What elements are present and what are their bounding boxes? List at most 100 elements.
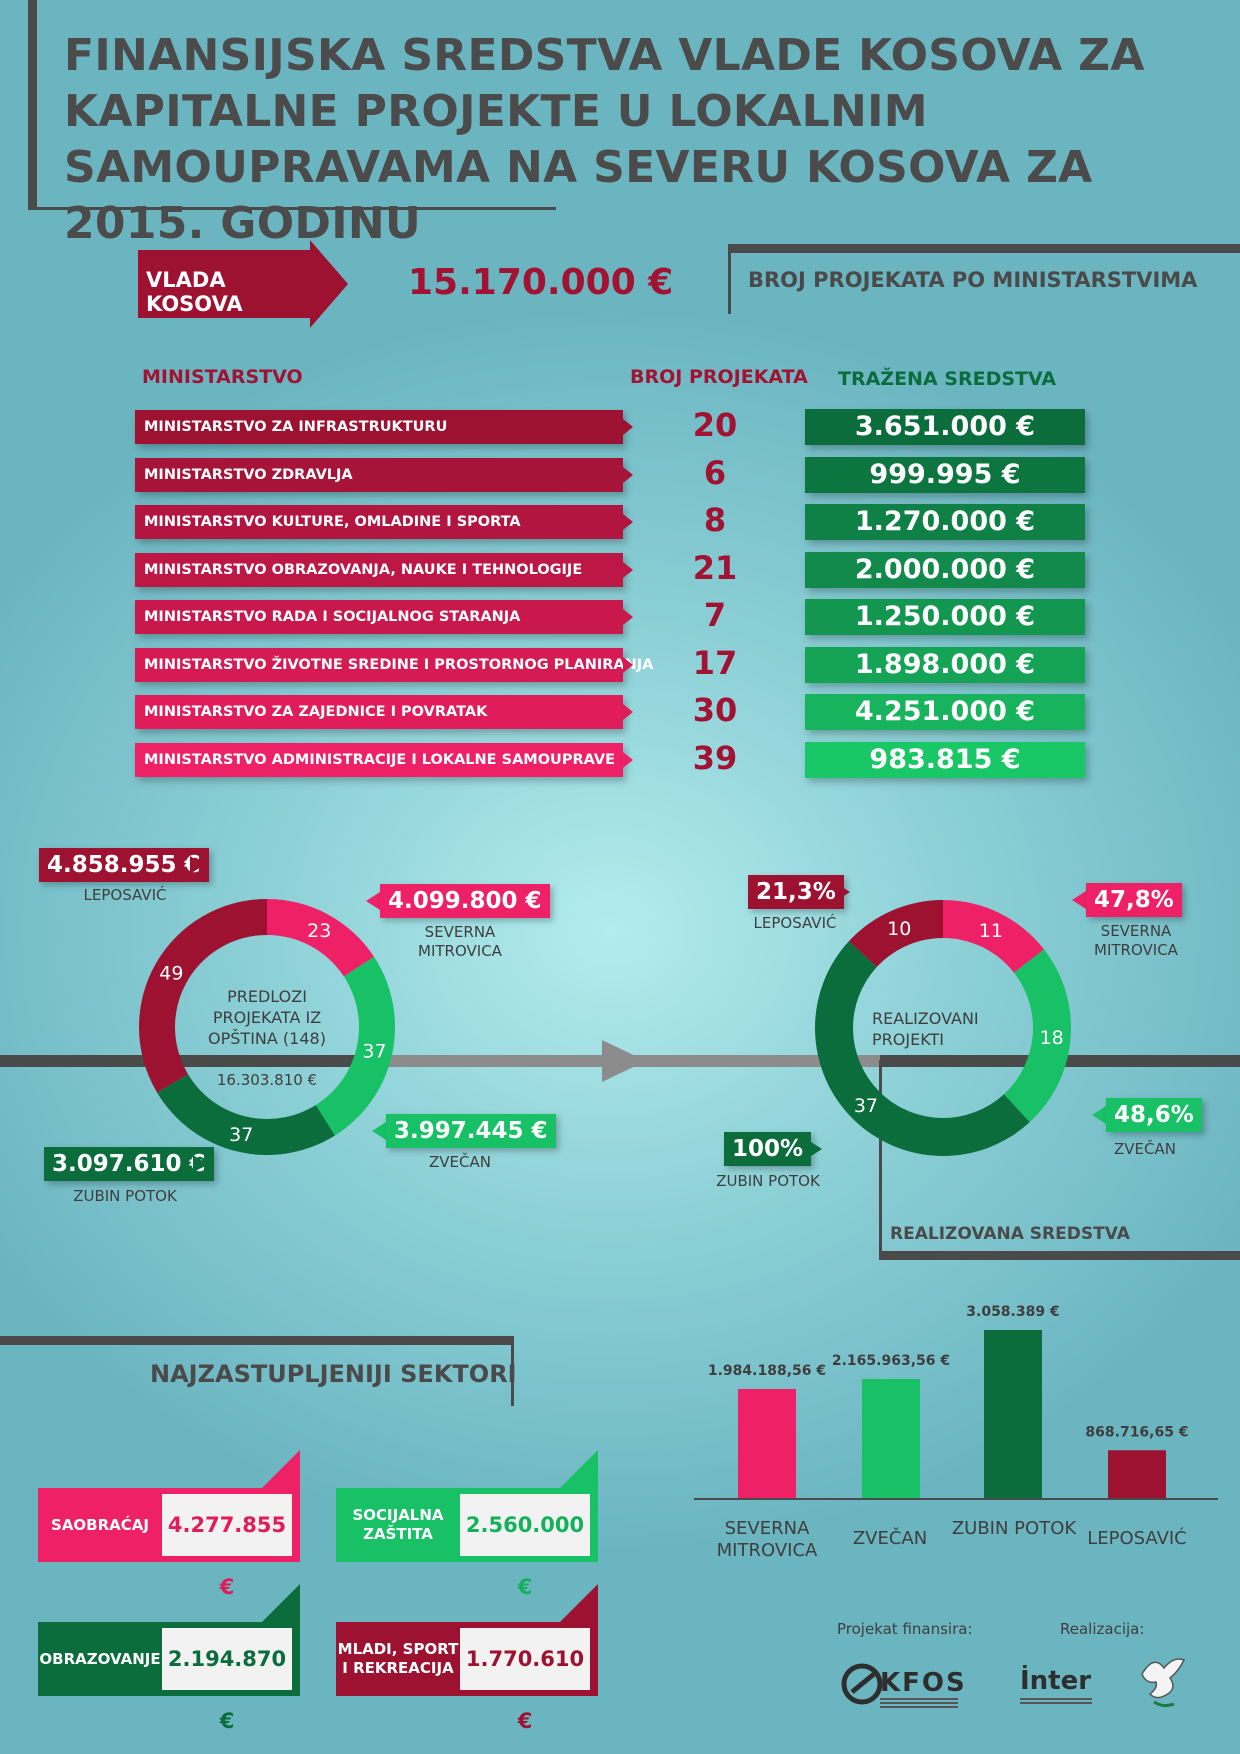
sector-amount: 2.560.000 € [460,1494,590,1599]
funds-category-label: ZVEČAN [852,1528,928,1549]
sector-card: SAOBRAĆAJ 4.277.855 € [38,1488,300,1599]
ministry-amount: 1.250.000 € [805,599,1085,635]
sector-card: MLADI, SPORT I REKREACIJA 1.770.610 € [336,1622,598,1733]
inter-logo-text: İnter [1020,1666,1092,1696]
inter-logo-underline [1020,1698,1092,1706]
zubin-pct-tag: 100% [724,1132,812,1166]
zubin-amount-tag: 3.097.610 € [44,1147,214,1181]
ministry-tip-icon [623,514,633,530]
ministry-count: 20 [692,406,738,444]
zvecan-pct-tag: 48,6% [1106,1098,1202,1132]
col-count-header: BROJ PROJEKATA [630,366,808,388]
title-frame-left [28,0,37,210]
tag-tip-icon [193,1155,207,1173]
zvecan-amount-tag: 3.997.445 € [386,1114,556,1148]
ministry-count: 39 [692,739,738,777]
col-ministry-header: MINISTARSTVO [142,366,303,388]
ministry-count: 8 [703,501,727,539]
kfos-logo-text: KFOS [880,1668,967,1698]
ministry-row: MINISTARSTVO OBRAZOVANJA, NAUKE I TEHNOL… [135,553,635,587]
funds-category-label: LEPOSAVIĆ [1087,1528,1187,1549]
page-title: FINANSIJSKA SREDSTVA VLADE KOSOVA ZA KAP… [64,30,1145,249]
flow-arrow-icon [602,1040,646,1082]
sector-name: MLADI, SPORT I REKREACIJA [337,1640,459,1677]
tag-tip-icon [1072,891,1086,909]
sector-name: SAOBRAĆAJ [51,1515,149,1534]
ministry-amount: 1.898.000 € [805,647,1085,683]
ministry-amount: 999.995 € [805,457,1085,493]
funds-bar-label: 1.984.188,56 € [708,1363,826,1379]
ministry-row: MINISTARSTVO RADA I SOCIJALNOG STARANJA [135,600,635,634]
kfos-logo-underline [880,1698,958,1708]
ministry-tip-icon [623,657,633,673]
card-fold-icon [558,1450,598,1490]
ministry-name: MINISTARSTVO ZA INFRASTRUKTURU [135,410,623,444]
funds-bar [862,1379,920,1498]
zubin-pct-label: ZUBIN POTOK [716,1172,820,1190]
ministries-frame-left [728,244,731,314]
sector-amount: 1.770.610 € [460,1628,590,1733]
donut-value-label: 10 [887,918,911,940]
funds-bar [984,1330,1042,1498]
ministry-amount: 4.251.000 € [805,694,1085,730]
kfos-logo-icon [841,1663,883,1705]
ministry-name: MINISTARSTVO ŽIVOTNE SREDINE I PROSTORNO… [135,648,653,682]
sector-amount: 4.277.855 € [162,1494,292,1599]
funds-bar-label: 868.716,65 € [1085,1424,1188,1440]
donut-segment [139,899,267,1093]
ministry-amount: 2.000.000 € [805,552,1085,588]
sector-card: SOCIJALNA ZAŠTITA 2.560.000 € [336,1488,598,1599]
tag-tip-icon [190,856,204,874]
ministry-name: MINISTARSTVO ZDRAVLJA [135,458,623,492]
donut-value-label: 37 [854,1095,878,1117]
ministry-count: 6 [703,454,727,492]
ministry-tip-icon [623,419,633,435]
mitrovica-pct-label: SEVERNA MITROVICA [1094,922,1178,959]
ministry-row: MINISTARSTVO ŽIVOTNE SREDINE I PROSTORNO… [135,648,653,682]
sector-amount: 2.194.870 € [162,1628,292,1733]
card-fold-icon [260,1450,300,1490]
ministry-count: 7 [703,596,727,634]
ministries-title: BROJ PROJEKATA PO MINISTARSTVIMA [748,268,1198,292]
funds-bar-chart: 1.984.188,56 € 2.165.963,56 € 3.058.389 € 8… [694,1304,1218,1500]
funds-title: REALIZOVANA SREDSTVA [890,1224,1130,1244]
donut-segment [157,1074,335,1155]
funds-bar-label: 3.058.389 € [966,1304,1059,1320]
zubin-label: ZUBIN POTOK [73,1187,177,1205]
ministry-name: MINISTARSTVO OBRAZOVANJA, NAUKE I TEHNOL… [135,553,623,587]
leposavic-amount-tag: 4.858.955 € [39,848,209,882]
funds-bar [738,1389,796,1498]
funds-frame-left [879,1060,882,1260]
vlada-label: VLADA KOSOVA [146,268,243,316]
ministry-tip-icon [623,562,633,578]
ministry-row: MINISTARSTVO ZA ZAJEDNICE I POVRATAK [135,695,635,729]
card-fold-icon [260,1584,300,1624]
zvecan-label: ZVEČAN [429,1153,491,1171]
dove-logo-icon [1141,1658,1186,1708]
ministry-count: 21 [692,549,738,587]
ministry-tip-icon [623,704,633,720]
ministry-name: MINISTARSTVO KULTURE, OMLADINE I SPORTA [135,505,623,539]
ministry-name: MINISTARSTVO ADMINISTRACIJE I LOKALNE SA… [135,743,623,777]
donut-value-label: 49 [159,963,183,985]
sectors-frame-top [0,1336,514,1345]
title-frame-bottom [28,207,556,210]
ministry-row: MINISTARSTVO ADMINISTRACIJE I LOKALNE SA… [135,743,635,777]
proposals-donut: 23 37 37 49 [139,899,395,1155]
vlada-total: 15.170.000 € [408,262,674,303]
donut-value-label: 37 [362,1040,386,1062]
financed-by-label: Projekat finansira: [837,1620,973,1638]
donut-value-label: 37 [229,1124,253,1146]
donut-segment [1003,949,1071,1123]
zvecan-pct-label: ZVEČAN [1114,1140,1176,1158]
donut-segment [943,900,1045,973]
donut-value-label: 11 [979,920,1003,942]
ministry-tip-icon [623,752,633,768]
mitrovica-pct-tag: 47,8% [1086,883,1182,917]
ministry-count: 17 [692,644,738,682]
tag-tip-icon [1092,1106,1106,1124]
donut-value-label: 18 [1040,1027,1064,1049]
ministry-name: MINISTARSTVO ZA ZAJEDNICE I POVRATAK [135,695,623,729]
mitrovica-amount-tag: 4.099.800 € [380,884,550,918]
sector-name: OBRAZOVANJE [39,1649,161,1668]
